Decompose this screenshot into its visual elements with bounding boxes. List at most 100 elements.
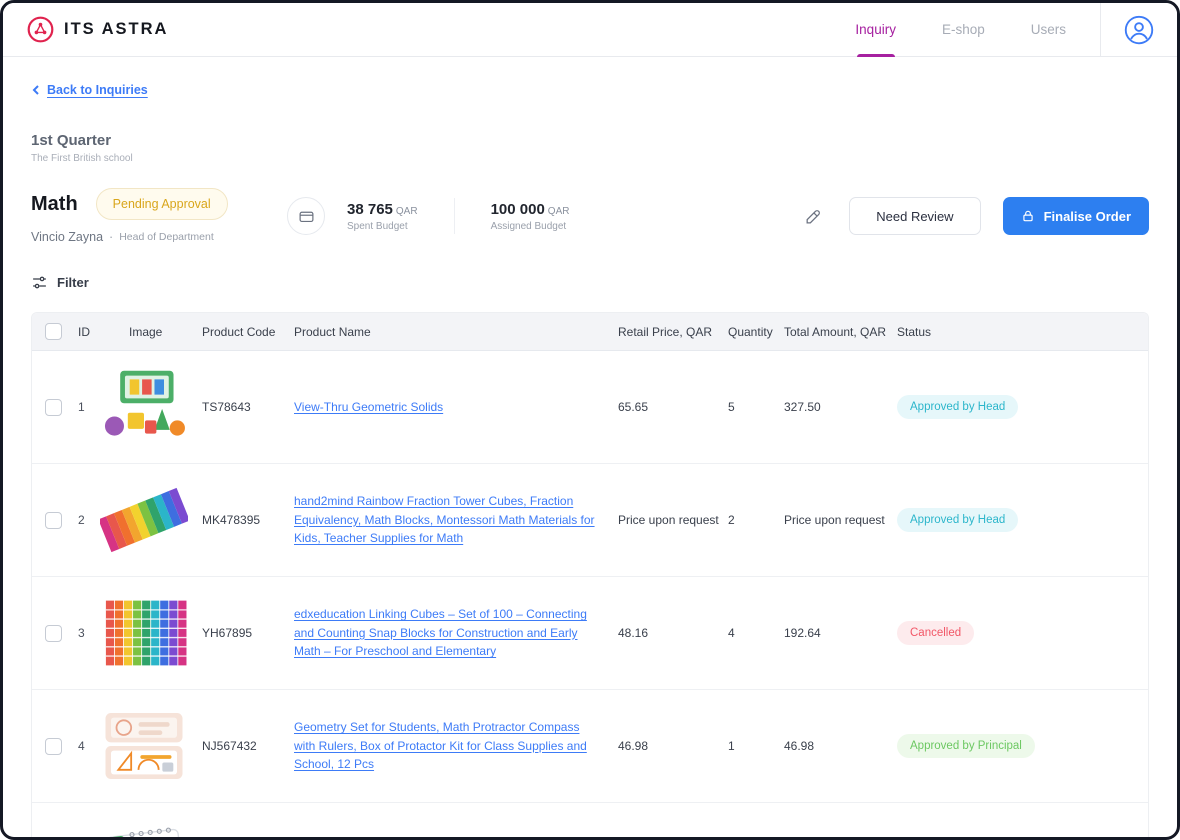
row-checkbox[interactable]: [45, 624, 62, 642]
person-circle-icon: [1124, 15, 1154, 44]
filter-sliders-icon: [33, 276, 46, 289]
total-amount: 327.50: [784, 400, 821, 414]
col-quantity: Quantity: [728, 324, 773, 339]
product-name-link[interactable]: hand2mind Rainbow Fraction Tower Cubes, …: [294, 494, 595, 546]
wallet-icon: [299, 211, 313, 222]
col-image: Image: [129, 324, 163, 339]
finalise-order-button[interactable]: Finalise Order: [1002, 197, 1149, 235]
product-code: TS78643: [202, 400, 251, 414]
user-avatar-button[interactable]: [1101, 15, 1177, 45]
quantity: 2: [728, 513, 735, 527]
wallet-icon-circle: [287, 197, 325, 235]
inquiry-period: 1st Quarter The First British school: [31, 132, 1149, 164]
tab-inquiry[interactable]: Inquiry: [855, 3, 896, 57]
edit-button[interactable]: [800, 203, 827, 230]
filter-button[interactable]: Filter: [31, 274, 89, 291]
row-id: 1: [78, 400, 85, 414]
quantity: 4: [728, 626, 735, 640]
product-code: YH67895: [202, 626, 253, 640]
row-id: 4: [78, 739, 85, 753]
department-header: Math Pending Approval Vincio Zayna · Hea…: [31, 188, 1149, 244]
product-image-fraction-tower: [100, 480, 188, 560]
total-amount: 192.64: [784, 626, 821, 640]
product-image-geometric-solids: [100, 367, 188, 447]
spent-budget: 38 765 QAR Spent Budget: [347, 201, 418, 232]
spent-budget-currency: QAR: [395, 205, 418, 217]
quantity: 1: [728, 739, 735, 753]
school-name: The First British school: [31, 153, 133, 164]
product-name-link[interactable]: edxeducation Linking Cubes – Set of 100 …: [294, 607, 587, 659]
product-image-geometry-set: [100, 706, 188, 786]
quantity: 5: [728, 400, 735, 414]
page-title: Math: [31, 192, 78, 215]
table-row: 1 TS78643 View: [32, 351, 1148, 464]
need-review-button[interactable]: Need Review: [849, 197, 981, 235]
col-id: ID: [78, 324, 90, 339]
assigned-budget-value: 100 000: [490, 200, 545, 218]
spent-budget-value: 38 765: [347, 200, 393, 218]
back-link-label: Back to Inquiries: [47, 83, 148, 97]
budget-summary: 38 765 QAR Spent Budget 100 000 QAR Assign…: [287, 197, 569, 235]
approval-status-badge: Pending Approval: [95, 188, 228, 220]
brand-name: ITS ASTRA: [64, 20, 169, 38]
logo-icon: [27, 16, 54, 43]
period-title: 1st Quarter: [31, 132, 112, 149]
status-badge: Approved by Principal: [897, 734, 1035, 758]
total-amount: 46.98: [784, 739, 815, 753]
select-all-checkbox[interactable]: [45, 323, 62, 340]
department-info: Math Pending Approval Vincio Zayna · Hea…: [31, 188, 265, 244]
tab-users[interactable]: Users: [1030, 22, 1066, 37]
row-id: 3: [78, 626, 85, 640]
table-row: 4 NJ56743: [32, 690, 1148, 803]
total-amount: Price upon request: [784, 513, 885, 527]
retail-price: 46.98: [618, 739, 649, 753]
product-code: MK478395: [202, 513, 261, 527]
product-image-linking-cubes: [100, 593, 188, 673]
status-badge: Approved by Head: [897, 395, 1019, 419]
navbar-divider: [1100, 3, 1101, 56]
owner-role: Head of Department: [119, 231, 214, 243]
col-product-name: Product Name: [294, 324, 371, 339]
row-id: 2: [78, 513, 85, 527]
chevron-left-icon: [32, 85, 39, 95]
col-total-amount: Total Amount, QAR: [784, 324, 887, 339]
spent-budget-label: Spent Budget: [347, 220, 408, 232]
top-navbar: ITS ASTRA Inquiry E-shop Users: [3, 3, 1177, 57]
products-table: ID Image Product Code Product Name Retai…: [31, 312, 1149, 837]
col-status: Status: [897, 324, 932, 339]
retail-price: Price upon request: [618, 513, 719, 527]
table-row: 5 2 3: [32, 803, 1148, 837]
main-nav: Inquiry E-shop Users: [855, 3, 1066, 57]
back-to-inquiries-link[interactable]: Back to Inquiries: [31, 83, 148, 97]
status-badge: Cancelled: [897, 621, 975, 645]
status-badge: Approved by Head: [897, 508, 1019, 532]
product-name-link[interactable]: View-Thru Geometric Solids: [294, 399, 444, 414]
brand: ITS ASTRA: [27, 16, 168, 43]
col-product-code: Product Code: [202, 324, 276, 339]
owner-name: Vincio Zayna: [31, 230, 104, 244]
page-content: Back to Inquiries 1st Quarter The First …: [3, 57, 1177, 837]
assigned-budget-label: Assigned Budget: [490, 220, 567, 232]
owner-separator: ·: [109, 230, 114, 244]
assigned-budget: 100 000 QAR Assigned Budget: [491, 201, 570, 232]
product-image-flip-chart: 2 3 4: [100, 819, 188, 837]
tab-eshop[interactable]: E-shop: [941, 22, 985, 37]
product-code: NJ567432: [202, 739, 257, 753]
col-retail-price: Retail Price, QAR: [618, 324, 713, 339]
retail-price: 65.65: [618, 400, 649, 414]
assigned-budget-currency: QAR: [547, 205, 570, 217]
product-name-link[interactable]: Geometry Set for Students, Math Protract…: [294, 720, 587, 772]
row-checkbox[interactable]: [45, 398, 62, 416]
table-header: ID Image Product Code Product Name Retai…: [32, 313, 1148, 351]
pencil-icon: [806, 209, 821, 223]
table-row: 2: [32, 464, 1148, 577]
finalise-order-label: Finalise Order: [1043, 208, 1131, 224]
row-checkbox[interactable]: [45, 511, 62, 529]
retail-price: 48.16: [618, 626, 649, 640]
lock-icon: [1022, 210, 1033, 222]
filter-label: Filter: [57, 275, 89, 290]
header-actions: Need Review Finalise Order: [800, 197, 1149, 235]
budget-divider: [453, 198, 455, 234]
row-checkbox[interactable]: [45, 737, 62, 755]
